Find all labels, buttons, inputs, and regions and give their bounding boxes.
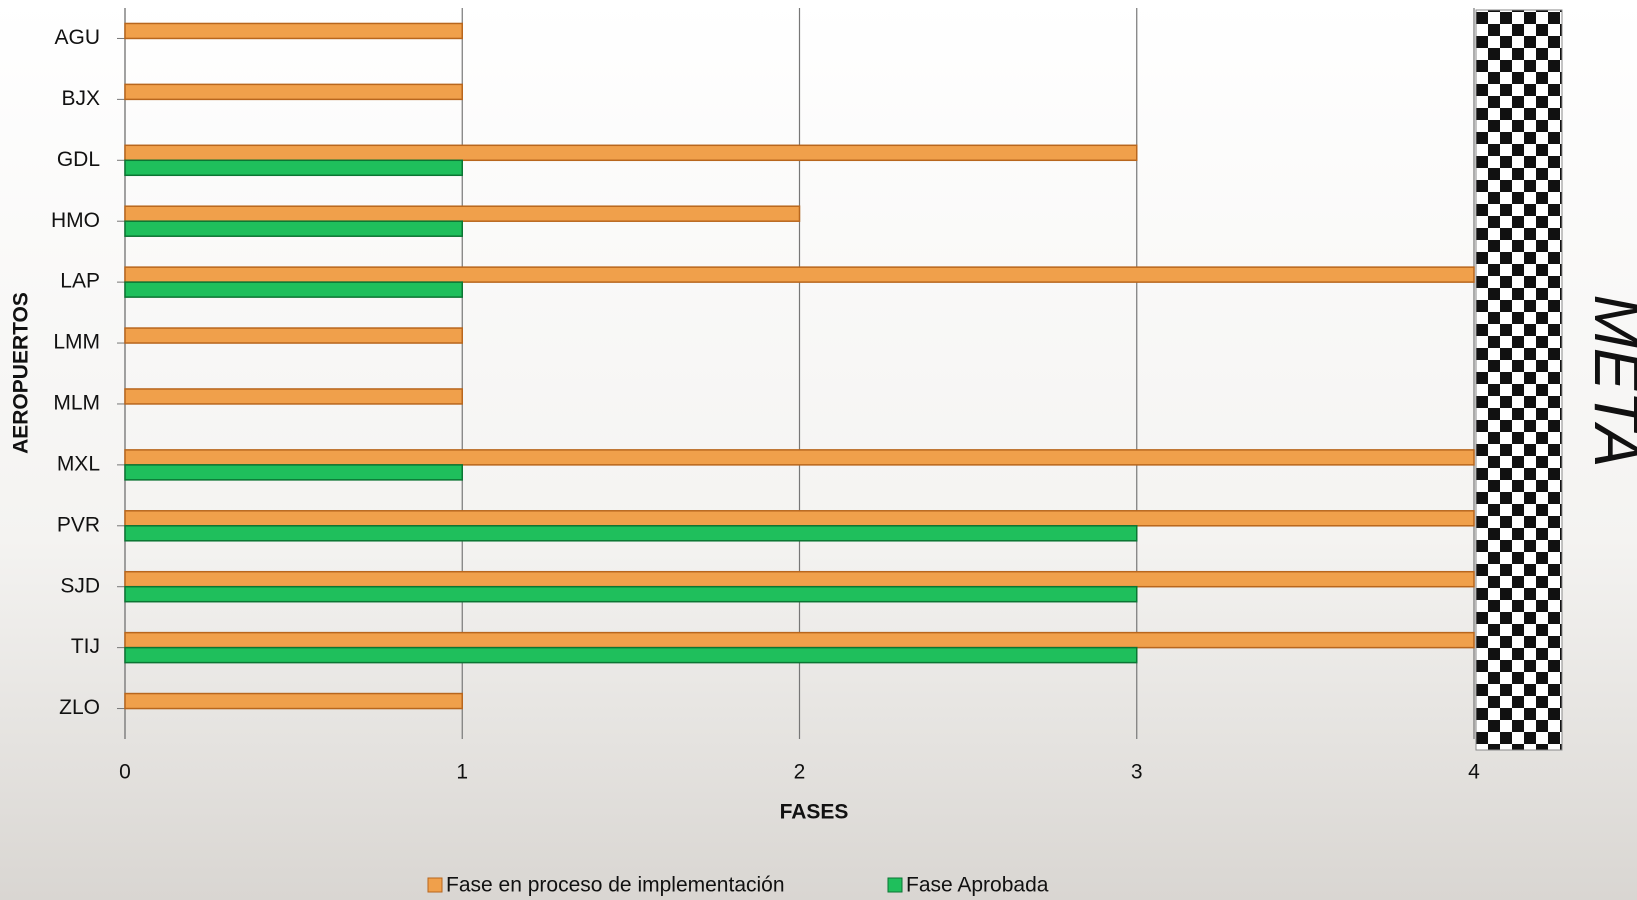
x-tick-label: 0 <box>119 761 131 784</box>
y-tick-label: MLM <box>53 392 100 415</box>
bar <box>124 220 463 237</box>
bar <box>124 646 1138 664</box>
bar <box>124 205 801 222</box>
bar <box>124 144 1138 162</box>
legend-swatch <box>887 877 903 893</box>
y-tick-label: MXL <box>57 452 100 475</box>
x-tick-label: 2 <box>794 761 806 784</box>
y-tick-label: BJX <box>61 87 100 110</box>
y-tick-label: ZLO <box>59 696 100 719</box>
y-tick-label: LMM <box>53 331 100 354</box>
y-tick-label: HMO <box>51 209 100 232</box>
bar <box>124 159 463 177</box>
bar <box>124 327 463 344</box>
bar <box>124 570 1475 588</box>
x-axis-label: FASES <box>780 801 849 824</box>
bar <box>124 22 463 40</box>
bar <box>124 464 463 481</box>
bar <box>124 281 463 298</box>
y-tick-label: SJD <box>60 574 100 597</box>
x-tick-label: 1 <box>456 761 468 784</box>
bar <box>124 631 1475 649</box>
x-tick-label: 4 <box>1468 761 1480 784</box>
bar <box>124 388 463 405</box>
bar <box>124 266 1475 283</box>
bar <box>124 692 463 710</box>
annotation: META <box>1581 294 1637 467</box>
y-tick-label: PVR <box>57 513 100 536</box>
bar <box>124 510 1475 527</box>
legend-label: Fase en proceso de implementación <box>446 874 785 897</box>
x-tick-label: 3 <box>1131 761 1143 784</box>
legend-swatch <box>427 877 443 893</box>
y-tick-label: LAP <box>60 270 100 293</box>
y-tick-label: TIJ <box>71 635 100 658</box>
bar <box>124 449 1475 466</box>
bar <box>124 83 463 101</box>
legend-label: Fase Aprobada <box>906 874 1049 897</box>
finish-flag <box>1475 9 1563 751</box>
bar <box>124 525 1138 542</box>
bar <box>124 585 1138 603</box>
y-tick-label: AGU <box>54 26 100 49</box>
y-axis-label: AEROPUERTOS <box>10 292 33 454</box>
y-tick-label: GDL <box>57 148 100 171</box>
